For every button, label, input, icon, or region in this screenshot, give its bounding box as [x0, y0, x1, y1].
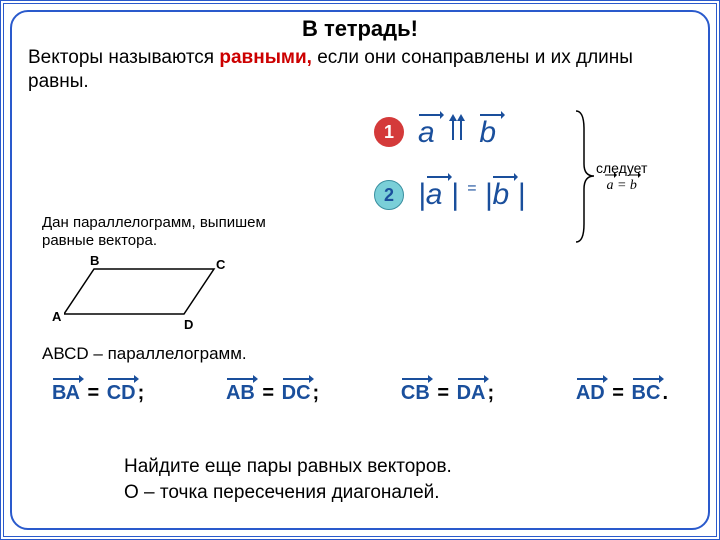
vec-b-2: b	[492, 178, 509, 212]
bar-4: |	[517, 178, 525, 211]
footer-line2: О – точка пересечения диагоналей.	[124, 480, 452, 506]
arrow-over-a-icon	[418, 110, 444, 120]
cond2-expr: | a | = | b |	[418, 178, 525, 212]
slide-container: В тетрадь! Векторы называются равными, е…	[0, 0, 720, 540]
arrow-icon	[107, 374, 139, 384]
arrow-icon	[401, 374, 433, 384]
eq-item-3: AD = BC.	[576, 382, 668, 405]
eq0-rhs-vec: CD	[107, 382, 136, 405]
bar-3: |	[485, 178, 493, 211]
given-text: Дан параллелограмм, выпишем равные векто…	[42, 214, 302, 250]
eq1-sep: ;	[313, 382, 320, 405]
eq-small: =	[467, 180, 476, 197]
eq2-lhs-vec: CВ	[401, 382, 430, 405]
arrow-icon	[457, 374, 489, 384]
arrow-icon	[282, 374, 314, 384]
eq-item-0: ВА = CD;	[52, 382, 144, 405]
arrow-over-b2-icon	[492, 172, 518, 182]
abcd-parallelogram-text: АВСD – параллелограмм.	[42, 344, 247, 364]
label-B: B	[90, 253, 99, 268]
vec-b: b	[479, 116, 496, 150]
two-up-arrows-icon	[447, 114, 467, 142]
eq0-equals: =	[82, 382, 105, 405]
follows-text: следует a = b	[596, 159, 647, 195]
eq3-sep: .	[662, 382, 668, 405]
eq3-equals: =	[607, 382, 630, 405]
footer-line1: Найдите еще пары равных векторов.	[124, 454, 452, 480]
eq3-lhs-vec: AD	[576, 382, 605, 405]
arrow-icon	[52, 374, 84, 384]
eq2-equals: =	[432, 382, 455, 405]
eq-item-2: CВ = DA;	[401, 382, 494, 405]
codirectional-icon	[447, 114, 467, 142]
arrow-over-a2-icon	[426, 172, 452, 182]
eq2-rhs-vec: DA	[457, 382, 486, 405]
vec-a: a	[418, 116, 435, 150]
eq1-lhs-vec: АВ	[226, 382, 255, 405]
condition-2: 2 | a | = | b |	[374, 178, 525, 212]
intro-equal-word: равными,	[219, 47, 312, 68]
slide-title: В тетрадь!	[28, 16, 692, 42]
condition-1: 1 a b	[374, 114, 525, 150]
eq1-rhs-vec: DC	[282, 382, 311, 405]
eq0-lhs-vec: ВА	[52, 382, 80, 405]
curly-brace-icon	[574, 109, 596, 244]
arrow-icon	[632, 374, 664, 384]
label-C: C	[216, 257, 225, 272]
bar-1: |	[418, 178, 426, 211]
eq1-equals: =	[257, 382, 280, 405]
badge-1: 1	[374, 117, 404, 147]
arrow-icon	[576, 374, 608, 384]
arrow-icon	[226, 374, 258, 384]
vec-a-2: a	[426, 178, 443, 212]
arrow-over-b-icon	[479, 110, 505, 120]
bar-2: |	[451, 178, 459, 211]
footer-task: Найдите еще пары равных векторов. О – то…	[124, 454, 452, 505]
eq-item-1: АВ = DC;	[226, 382, 319, 405]
eq0-sep: ;	[138, 382, 145, 405]
label-D: D	[184, 317, 193, 332]
intro-prefix: Векторы называются	[28, 47, 219, 68]
vector-equalities: ВА = CD; АВ = DC; CВ = DA; AD = BC.	[52, 382, 668, 405]
intro-text: Векторы называются равными, если они сон…	[28, 46, 692, 94]
badge-2: 2	[374, 180, 404, 210]
cond1-expr: a b	[418, 114, 496, 150]
eq2-sep: ;	[487, 382, 494, 405]
follows-eq: a = b	[596, 177, 647, 195]
label-A: A	[52, 309, 61, 324]
parallelogram-figure: B C A D	[64, 259, 244, 334]
conditions-block: 1 a b 2 |	[374, 114, 525, 240]
eq3-rhs-vec: BC	[632, 382, 661, 405]
